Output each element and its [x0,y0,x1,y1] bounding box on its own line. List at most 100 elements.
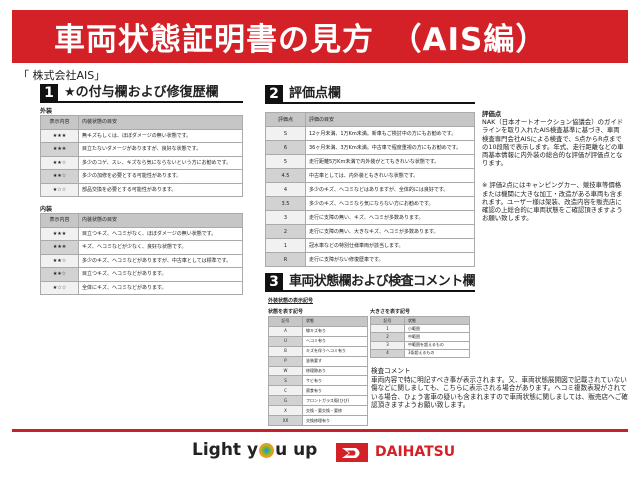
row-description: ヘコミ有り [302,335,368,347]
rating-notes: 評価点 NAK（日本オートオークション協議会）のガイドラインを取り入れたAIS検… [482,110,626,222]
table-row: 2 走行に支障の無い、大きなキズ、ヘコミが多数あります。 [265,224,475,239]
table-row: C 腐食有り [268,385,368,397]
row-key: 3.5 [265,196,306,211]
section-title: 評価点欄 [289,86,342,101]
rating-note-title: 評価点 [482,110,502,118]
row-description: 36ヶ月未満、3万Km未満。中古車で程度重視の方にもお勧めです。 [305,140,475,155]
table-row: S サビ有り [268,375,368,387]
row-key: W [268,365,303,377]
row-key: X [268,405,303,417]
column-header: 記号 [268,316,303,327]
row-description: キズ、ヘコミなどが少なく、良好な状態です。 [78,240,243,255]
column-header: 評価の目安 [305,112,475,127]
section-title: ★の付与欄および修復歴欄 [64,85,219,100]
row-description: 多少の加修を必要とする可能性があります。 [78,169,243,184]
rating-note: 評価点 NAK（日本オートオークション協議会）のガイドラインを取り入れたAIS検… [482,110,626,167]
page-title: 車両状態証明書の見方 （AIS編） [54,22,548,58]
section-number: 2 [265,85,283,102]
row-description: 走行距離5万Km未満で内外装がとてもきれいな状態です。 [305,154,475,169]
row-key: G [268,395,303,407]
state-symbol-table: 記号 状態 A 線キズ有り U ヘコミ有り B キズを伴うヘコミ有り P 塗装要す W 修理跡あり S サ… [268,316,368,426]
table-row: S 12ヶ月未満、1万Km未満。新車もご検討中の方にもお勧めです。 [265,126,475,141]
column-header: 内装状態の目安 [78,115,243,130]
table-header-row: 表示内容 内装状態の目安 [40,213,243,228]
row-description: キズを伴うヘコミ有り [302,345,368,357]
row-key: U [268,335,303,347]
row-description: 中古車としては、内外装ともきれいな状態です。 [305,168,475,183]
table-row: W 修理跡あり [268,365,368,377]
size-label: 大きさを表す記号 [370,309,411,315]
row-key: ★✬☆ [40,169,79,184]
row-description: 腐食有り [302,385,368,397]
section-title: 車両状態欄および検査コメント欄 [289,274,476,289]
comment-text: 車両内容で特に明記すべき事が表示されます。又、車両状態展開図で記載されていない傷… [371,375,628,410]
section-number: 1 [40,84,58,101]
table-row: U ヘコミ有り [268,335,368,347]
row-description: サビ有り [302,375,368,387]
column-header: 状態 [404,315,470,326]
table-row: 6 36ヶ月未満、3万Km未満。中古車で程度重視の方にもお勧めです。 [265,140,475,155]
row-description: 多少のコゲ、スレ、キズなら気にならないという方にお勧めです。 [78,155,243,170]
slogan-text: u up [275,440,318,460]
table-row: ★★★ 目立つキズ、ヘコミがなく、ほぼダメージの無い状態です。 [40,226,243,241]
company-label: 「 株式会社AIS」 [18,69,106,82]
row-description: 走行に支障の無い、キズ、ヘコミが多数あります。 [305,210,475,225]
rating-note2: ※ 評価2点にはキャンピングカー、競技車等價格または機関に大きな加工・改造がある… [482,181,623,223]
table-row: 1 小範囲 [370,324,470,334]
table-row: ★★✬ キズ、ヘコミなどが少なく、良好な状態です。 [40,240,243,255]
table-row: X 交換・要交換・要修 [268,405,368,417]
row-description: 無キズもしくは、ほぼダメージの無い状態です。 [78,128,243,143]
inspection-comment: 検査コメント 車両内容で特に明記すべき事が表示されます。又、車両状態展開図で記載… [371,367,628,410]
table-row: 4 3条超えるもの [370,348,470,359]
brand-name: DAIHATSU [375,444,456,460]
row-description: 走行に支障がない修復歴車です。 [305,252,475,267]
table-row: 3 中範囲を超えるもの [370,340,470,350]
table-row: 2 中範囲 [370,332,470,342]
section3-header: 3 車両状態欄および検査コメント欄 [265,273,476,292]
row-description: 12ヶ月未満、1万Km未満。新車もご検討中の方にもお勧めです。 [305,126,475,141]
symbol-subtitle: 外装状態の表示記号 [268,298,314,304]
table-row: XX 交換修理有り [268,415,368,426]
table-row: P 塗装要す [268,355,368,367]
state-label: 状態を表す記号 [268,309,304,315]
row-key: ★★★ [40,128,79,143]
row-key: ★☆☆ [40,280,79,295]
row-key: ★★☆ [40,253,79,268]
row-key: 2 [370,332,405,342]
table-row: 4 多少のキズ、ヘコミなどはありますが、全体的には良好です。 [265,182,475,197]
row-key: C [268,385,303,397]
column-header: 評価点 [265,112,306,127]
exterior-label: 外装 [40,108,53,115]
column-header: 状態 [302,316,368,327]
row-description: 多少のキズ、ヘコミなどはありますが、全体的には良好です。 [305,182,475,197]
daihatsu-mark-icon [336,443,368,462]
row-key: ★★☆ [40,155,79,170]
row-key: ★★✬ [40,240,79,255]
row-key: 4 [265,182,306,197]
row-key: XX [268,415,303,426]
row-description: 目立つキズ、ヘコミがなく、ほぼダメージの無い状態です。 [78,226,243,241]
table-row: G フロントガラス傷(ひび) [268,395,368,407]
table-row: ★☆☆ 部品交換を必要とする可能性があります。 [40,182,243,197]
row-key: 1 [370,324,405,334]
row-description: フロントガラス傷(ひび) [302,395,368,407]
table-row: ★☆☆ 全体にキズ、ヘコミなどがあります。 [40,280,243,295]
row-key: 1 [265,238,306,253]
row-description: 塗装要す [302,355,368,367]
row-key: B [268,345,303,357]
table-header-row: 記号 状態 [268,316,368,327]
table-row: 4.5 中古車としては、内外装ともきれいな状態です。 [265,168,475,183]
table-header-row: 表示内容 内装状態の目安 [40,115,243,130]
row-key: 6 [265,140,306,155]
column-header: 記号 [370,315,405,326]
circle-logo-icon [259,442,275,458]
table-row: 1 冠水車などの特別仕様車両が該当します。 [265,238,475,253]
row-key: S [265,126,306,141]
column-header: 表示内容 [40,115,79,130]
slogan-text: Light y [192,440,259,460]
row-description: 交換・要交換・要修 [302,405,368,417]
table-row: ★✬☆ 多少の加修を必要とする可能性があります。 [40,169,243,184]
row-key: S [268,375,303,387]
row-description: 交換修理有り [302,415,368,426]
table-row: 3.5 多少のキズ、ヘコミなら気にならない方にお勧めです。 [265,196,475,211]
